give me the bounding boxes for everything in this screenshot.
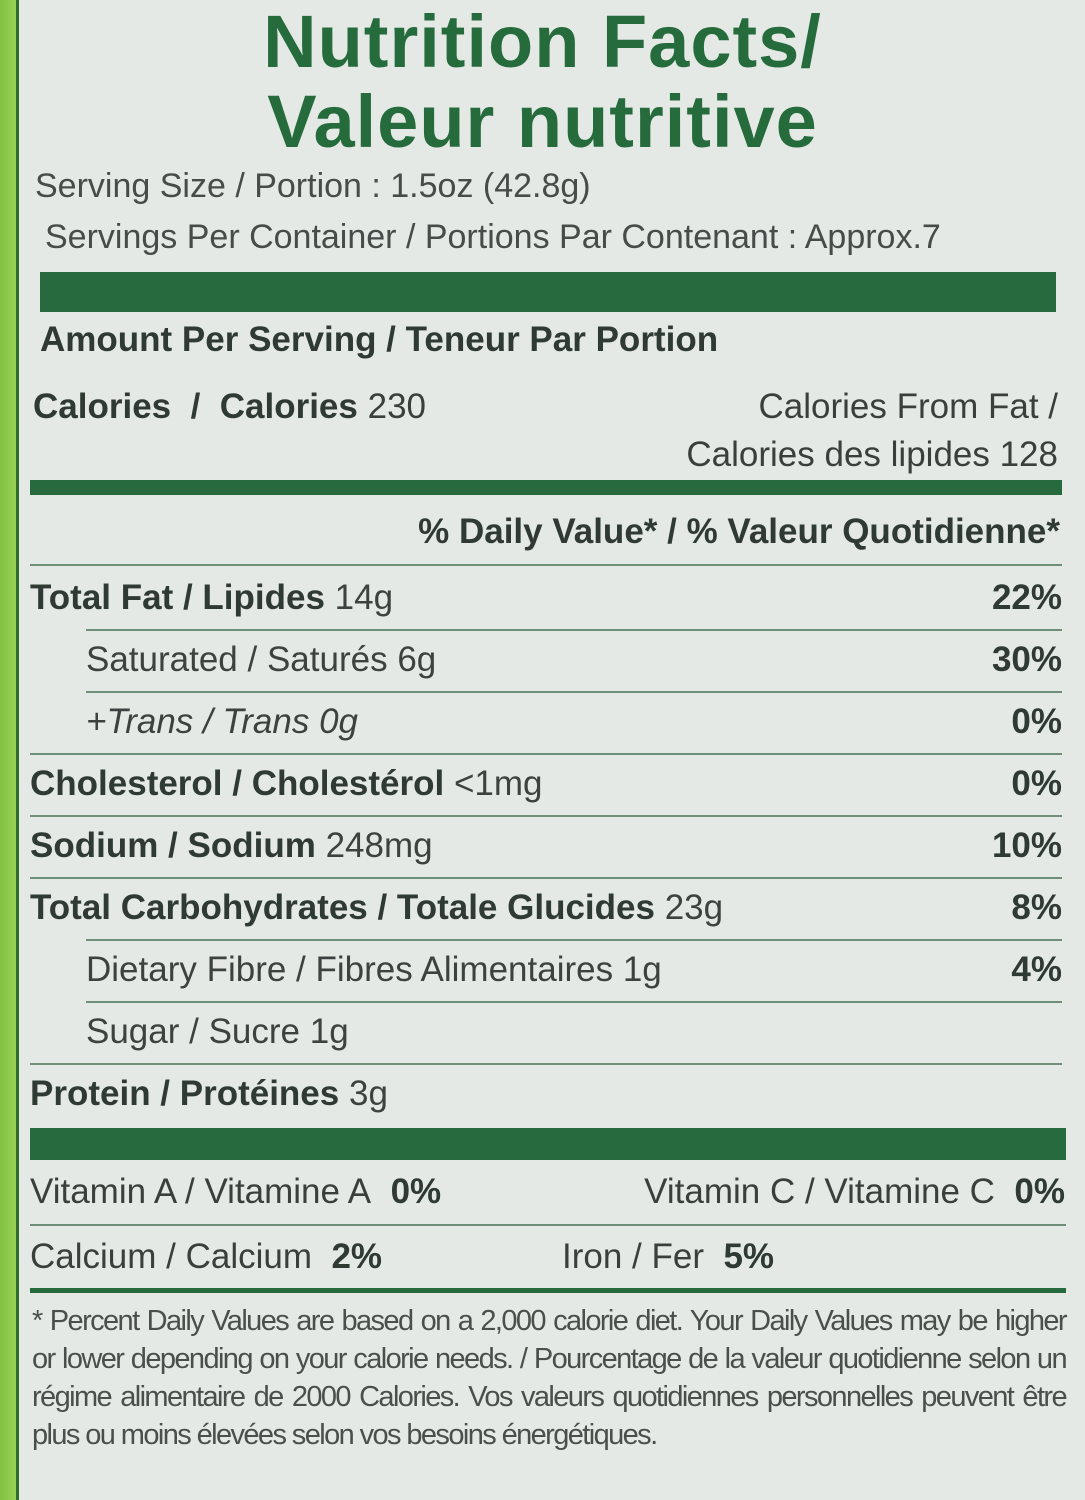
calcium-pct: 2% bbox=[331, 1237, 383, 1276]
nutrient-row: Sodium / Sodium 248mg 10% bbox=[30, 815, 1062, 877]
nutrient-label: Total Carbohydrates / Totale Glucides bbox=[30, 888, 655, 927]
nutrient-label: Saturated / Saturés bbox=[86, 640, 388, 679]
nutrient-amount: 23g bbox=[664, 888, 724, 927]
nutrient-row: Total Carbohydrates / Totale Glucides 23… bbox=[30, 877, 1062, 939]
nutrient-pct: 0% bbox=[1011, 764, 1062, 803]
nutrient-amount: 0g bbox=[319, 702, 359, 741]
nutrient-amount: <1mg bbox=[453, 764, 543, 803]
nutrient-row: Dietary Fibre / Fibres Alimentaires 1g 4% bbox=[86, 939, 1062, 1001]
title-english: Nutrition Facts/ bbox=[263, 0, 822, 83]
nutrient-amount: 1g bbox=[309, 1012, 349, 1051]
divider-line bbox=[86, 1001, 1062, 1003]
nutrient-label: Sodium / Sodium bbox=[30, 826, 316, 865]
iron-pct: 5% bbox=[723, 1237, 775, 1276]
calories-label: Calories / Calories bbox=[33, 387, 358, 426]
calories-from-fat-1: Calories From Fat / bbox=[758, 387, 1059, 426]
nutrient-label: +Trans / Trans bbox=[86, 702, 310, 741]
nutrient-pct: 22% bbox=[991, 578, 1062, 617]
divider-line bbox=[30, 753, 1062, 755]
servings-per-container: Servings Per Container / Portions Par Co… bbox=[45, 218, 941, 256]
nutrient-pct: 0% bbox=[1011, 702, 1062, 741]
divider-line bbox=[30, 564, 1062, 566]
divider-line bbox=[30, 877, 1062, 879]
nutrient-amount: 14g bbox=[334, 578, 394, 617]
iron-label: Iron / Fer bbox=[562, 1237, 704, 1276]
calories-value: 230 bbox=[367, 387, 427, 426]
package-edge bbox=[0, 0, 19, 1500]
amount-per-serving: Amount Per Serving / Teneur Par Portion bbox=[40, 320, 719, 359]
calcium-label: Calcium / Calcium bbox=[30, 1237, 312, 1276]
nutrient-pct: 10% bbox=[991, 826, 1062, 865]
nutrient-row: +Trans / Trans 0g 0% bbox=[86, 691, 1062, 753]
divider-line bbox=[86, 629, 1062, 631]
nutrient-amount: 3g bbox=[348, 1074, 388, 1113]
nutrient-row: Total Fat / Lipides 14g 22% bbox=[30, 567, 1062, 629]
nutrient-row: Sugar / Sucre 1g bbox=[86, 1001, 1062, 1063]
footnote: * Percent Daily Values are based on a 2,… bbox=[32, 1305, 1068, 1451]
divider-line bbox=[30, 1224, 1066, 1226]
vitamin-c-pct: 0% bbox=[1014, 1172, 1065, 1211]
divider-line bbox=[86, 691, 1062, 693]
vitamin-c: Vitamin C / Vitamine C 0% bbox=[644, 1172, 1065, 1212]
nutrient-label: Protein / Protéines bbox=[30, 1074, 340, 1113]
nutrient-row: Saturated / Saturés 6g 30% bbox=[86, 629, 1062, 691]
nutrient-label: Total Fat / Lipides bbox=[30, 578, 325, 617]
divider-line bbox=[30, 1288, 1066, 1293]
divider-thick bbox=[30, 1128, 1066, 1160]
divider-line bbox=[30, 815, 1062, 817]
divider-line bbox=[30, 1063, 1062, 1065]
nutrient-label: Dietary Fibre / Fibres Alimentaires bbox=[86, 950, 614, 989]
nutrient-amount: 6g bbox=[397, 640, 437, 679]
divider-medium bbox=[30, 480, 1062, 495]
daily-value-header: % Daily Value* / % Valeur Quotidienne* bbox=[418, 512, 1060, 551]
calories-from-fat-2: Calories des lipides 128 bbox=[686, 435, 1058, 474]
serving-size: Serving Size / Portion : 1.5oz (42.8g) bbox=[35, 167, 591, 205]
vitamin-c-label: Vitamin C / Vitamine C bbox=[644, 1172, 995, 1211]
nutrient-label: Sugar / Sucre bbox=[86, 1012, 300, 1051]
nutrient-row: Protein / Protéines 3g bbox=[30, 1063, 1062, 1125]
vitamin-a: Vitamin A / Vitamine A 0% bbox=[30, 1172, 441, 1212]
vitamin-a-label: Vitamin A / Vitamine A bbox=[30, 1172, 372, 1211]
nutrient-row: Cholesterol / Cholestérol <1mg 0% bbox=[30, 753, 1062, 815]
calcium: Calcium / Calcium 2% bbox=[30, 1237, 382, 1277]
divider-thick bbox=[40, 272, 1056, 312]
nutrient-amount: 248mg bbox=[325, 826, 433, 865]
vitamin-a-pct: 0% bbox=[390, 1172, 442, 1211]
nutrient-label: Cholesterol / Cholestérol bbox=[30, 764, 445, 803]
title-french: Valeur nutritive bbox=[267, 80, 818, 163]
nutrient-pct: 30% bbox=[991, 640, 1062, 679]
nutrient-pct: 8% bbox=[1011, 888, 1062, 927]
nutrient-pct: 4% bbox=[1011, 950, 1062, 989]
iron: Iron / Fer 5% bbox=[562, 1237, 774, 1277]
nutrient-amount: 1g bbox=[622, 950, 662, 989]
divider-line bbox=[86, 939, 1062, 941]
calories-row: Calories / Calories 230 bbox=[33, 387, 426, 427]
